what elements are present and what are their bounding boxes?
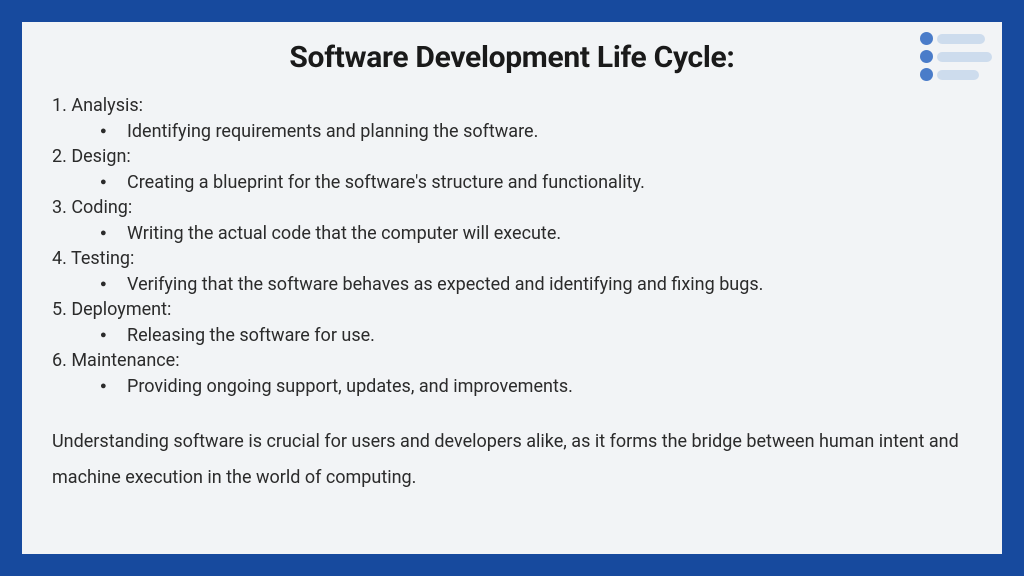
phase-description: Providing ongoing support, updates, and …: [52, 374, 972, 400]
phase-title: 6. Maintenance:: [52, 348, 972, 374]
phase-description: Releasing the software for use.: [52, 323, 972, 349]
phase-item: 4. Testing:Verifying that the software b…: [52, 246, 972, 297]
phase-description: Writing the actual code that the compute…: [52, 221, 972, 247]
phases-list: 1. Analysis:Identifying requirements and…: [52, 93, 972, 400]
phase-item: 3. Coding:Writing the actual code that t…: [52, 195, 972, 246]
phase-description: Verifying that the software behaves as e…: [52, 272, 972, 298]
phase-item: 6. Maintenance:Providing ongoing support…: [52, 348, 972, 399]
phase-title: 1. Analysis:: [52, 93, 972, 119]
phase-title: 3. Coding:: [52, 195, 972, 221]
phase-title: 2. Design:: [52, 144, 972, 170]
phase-description: Identifying requirements and planning th…: [52, 119, 972, 145]
phase-item: 2. Design:Creating a blueprint for the s…: [52, 144, 972, 195]
conclusion-text: Understanding software is crucial for us…: [52, 424, 972, 498]
phase-title: 4. Testing:: [52, 246, 972, 272]
phase-item: 1. Analysis:Identifying requirements and…: [52, 93, 972, 144]
phase-description: Creating a blueprint for the software's …: [52, 170, 972, 196]
page-title: Software Development Life Cycle:: [52, 40, 972, 75]
phase-title: 5. Deployment:: [52, 297, 972, 323]
list-icon: [920, 32, 994, 88]
slide-container: Software Development Life Cycle: 1. Anal…: [22, 22, 1002, 554]
phase-item: 5. Deployment:Releasing the software for…: [52, 297, 972, 348]
